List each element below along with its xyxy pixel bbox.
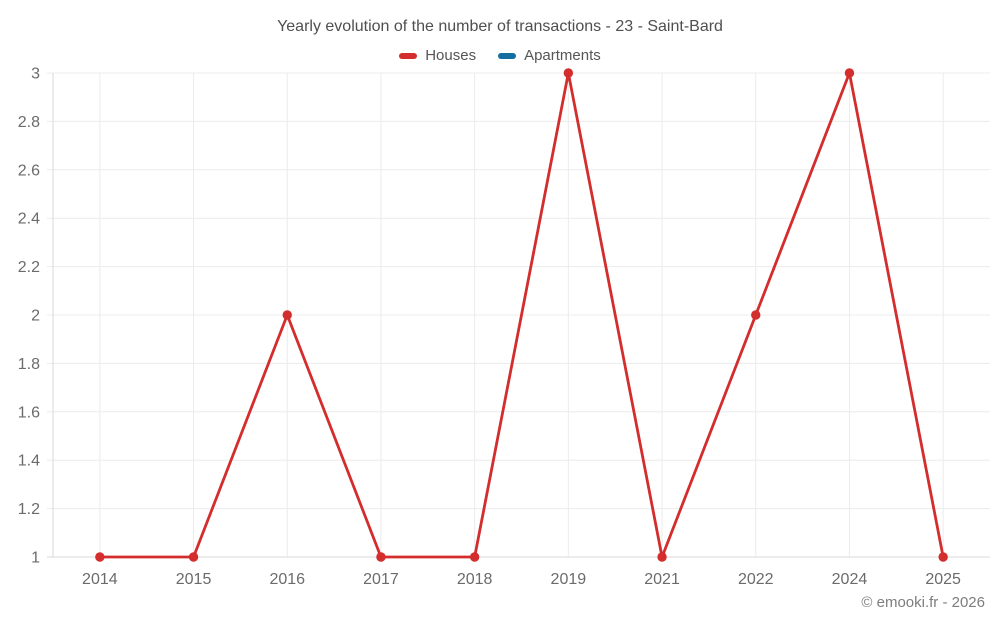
houses-point[interactable] <box>563 68 574 78</box>
houses-point[interactable] <box>376 552 386 562</box>
houses-line <box>98 71 945 559</box>
y-tick-label: 3 <box>31 66 40 83</box>
x-tick-label: 2019 <box>551 571 587 588</box>
legend-swatch-apartments <box>498 52 517 59</box>
y-tick-label: 2 <box>31 308 40 325</box>
x-tick-label: 2017 <box>363 571 399 588</box>
y-tick-label: 1.2 <box>18 501 40 518</box>
houses-point[interactable] <box>938 552 948 562</box>
houses-point[interactable] <box>657 552 667 562</box>
legend: Houses Apartments <box>0 47 1000 64</box>
y-tick-label: 2.6 <box>18 162 40 179</box>
x-tick-label: 2015 <box>176 571 212 588</box>
x-tick-label: 2025 <box>925 571 961 588</box>
x-tick-label: 2018 <box>457 571 493 588</box>
y-tick-label: 2.2 <box>18 259 40 276</box>
x-tick-label: 2021 <box>644 571 680 588</box>
houses-point[interactable] <box>282 310 292 320</box>
copyright: © emooki.fr - 2026 <box>861 594 985 611</box>
legend-label-apartments: Apartments <box>524 47 601 64</box>
x-tick-label: 2022 <box>738 571 774 588</box>
y-tick-label: 2.4 <box>18 211 40 228</box>
houses-point[interactable] <box>188 552 199 562</box>
x-tick-label: 2014 <box>82 571 118 588</box>
houses-point[interactable] <box>751 310 761 320</box>
houses-point[interactable] <box>469 552 480 562</box>
chart-title: Yearly evolution of the number of transa… <box>277 18 723 35</box>
legend-label-houses: Houses <box>425 47 477 64</box>
houses-point[interactable] <box>844 68 855 78</box>
y-tick-label: 1.6 <box>18 404 40 421</box>
y-tick-label: 1.8 <box>18 356 40 373</box>
houses-point[interactable] <box>95 552 105 562</box>
legend-item-houses[interactable]: Houses <box>399 47 476 64</box>
y-tick-label: 2.8 <box>18 114 40 131</box>
y-tick-label: 1.4 <box>18 453 40 470</box>
legend-swatch-houses <box>399 52 418 59</box>
legend-item-apartments[interactable]: Apartments <box>498 47 601 64</box>
x-tick-label: 2024 <box>832 571 868 588</box>
x-tick-label: 2016 <box>269 571 305 588</box>
y-tick-label: 1 <box>31 550 40 567</box>
